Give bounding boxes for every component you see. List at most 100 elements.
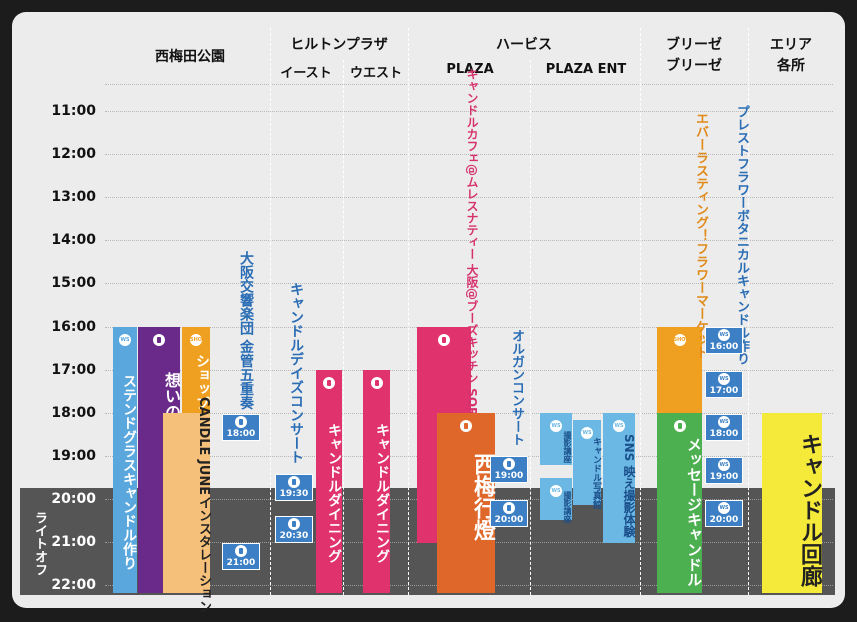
event-text: 撮影: [563, 431, 572, 447]
event-label: キャンドルカフェ @ムレスナティー 大阪 @ブーズキッチン SORA: [410, 68, 479, 426]
time-badge: WS 18:00: [705, 414, 743, 441]
time-label: 22:00: [51, 577, 96, 594]
event-label: キャンドル 写真館: [573, 437, 601, 509]
time-badge: WS 19:00: [705, 457, 743, 484]
event-label: 西梅行燈: [437, 442, 495, 552]
time-badge: 18:00: [222, 414, 260, 441]
time-label: 13:00: [51, 189, 96, 206]
time-line: [105, 283, 833, 285]
event-text: SNS 映え撮影体験: [622, 434, 636, 538]
event-text: キャンドルダイニング: [374, 422, 390, 563]
time-label: 19:00: [51, 447, 96, 464]
icon: WS: [718, 373, 730, 385]
event-bar: [657, 413, 702, 593]
venue-name: 各所: [777, 58, 805, 74]
icon: SHOP: [673, 334, 689, 346]
icon: WS: [550, 420, 562, 432]
event-bar: [363, 370, 390, 593]
event-text: オルガンコンサート: [509, 329, 524, 446]
event-label: キャンドルダイニング: [363, 395, 390, 590]
time-label: 11:00: [51, 103, 96, 119]
event-bar: SHOP: [657, 327, 702, 413]
time-badge: 19:30: [275, 474, 313, 501]
venue-name: ハービス: [496, 37, 552, 53]
time-line: [105, 240, 833, 242]
badge-time: 21:00: [226, 558, 256, 568]
event-text: ショップ: [194, 354, 210, 410]
icon: WS: [550, 485, 562, 497]
event-text: インスタレーション: [196, 495, 211, 613]
time-label: 17:00: [51, 361, 96, 378]
badge-time: 20:30: [279, 531, 309, 541]
badge-time: 18:00: [226, 429, 256, 439]
icon: [288, 476, 300, 488]
event-bar: SHOP: [182, 327, 210, 413]
venue-sub: PLAZA: [446, 62, 494, 77]
column-divider: [640, 28, 641, 595]
badge-time: 19:00: [709, 472, 739, 482]
time-badge: WS 16:00: [705, 327, 743, 354]
column-divider: [748, 28, 749, 595]
time-label: 14:00: [51, 232, 96, 249]
time-line: [105, 111, 833, 112]
badge-time: 19:00: [494, 471, 524, 481]
column-divider: [343, 60, 344, 595]
header-line: [105, 84, 833, 85]
time-label: 16:00: [51, 318, 96, 335]
event-text: メッセージキャンドル: [685, 437, 703, 587]
event-text: ボタニカルキャンドル作り: [734, 209, 749, 365]
event-label: 撮影 講座: [540, 430, 572, 464]
icon: SHOP: [190, 334, 206, 346]
venue-name: 西梅田公園: [155, 49, 225, 65]
time-badge: WS 20:00: [705, 500, 743, 527]
icon: [153, 334, 165, 346]
venue-sub: PLAZA ENT: [545, 62, 627, 77]
event-label: キャンドルダイニング: [316, 395, 342, 590]
event-bar: [163, 413, 210, 593]
event-text: プレストフラワー: [734, 105, 749, 209]
event-label: エバーラスティング！ フラワーマーケット: [653, 112, 708, 359]
column-divider: [408, 28, 409, 595]
event-text: 撮影: [563, 491, 572, 507]
icon: WS: [119, 334, 131, 346]
event-bar: WS: [573, 420, 601, 505]
event-text: キャンドルデイズコンサート: [288, 282, 304, 464]
badge-time: 17:00: [709, 386, 739, 396]
column-divider: [270, 28, 271, 595]
time-badge: 20:00: [490, 500, 528, 527]
icon: WS: [581, 427, 593, 439]
event-bar: WS: [540, 478, 572, 520]
event-bar: WS: [113, 327, 137, 593]
icon: [503, 502, 515, 514]
event-label: キャンドル回廊: [762, 430, 822, 590]
column-divider: [530, 60, 531, 595]
event-label: キャンドルデイズコンサート: [278, 278, 304, 468]
icon: [323, 377, 335, 389]
icon: WS: [718, 416, 730, 428]
badge-time: 16:00: [709, 342, 739, 352]
time-label: 15:00: [51, 275, 96, 292]
event-text: @ブーズキッチン SORA: [465, 288, 479, 426]
venue-name: ブリーゼ: [666, 37, 722, 53]
event-text: キャンドルカフェ: [465, 68, 479, 165]
event-text: エバーラスティング！: [693, 111, 708, 242]
venue-name: ブリーゼ: [666, 58, 722, 74]
icon: [673, 420, 686, 432]
event-text: 講座: [563, 447, 572, 463]
badge-time: 20:00: [709, 515, 739, 525]
event-label: ショップ: [182, 352, 210, 412]
event-label: メッセージキャンドル: [657, 432, 703, 592]
icon: WS: [718, 329, 730, 341]
time-line: [105, 154, 833, 156]
event-text: フラワーマーケット: [693, 241, 708, 359]
event-bar: [316, 370, 342, 593]
event-bar: [762, 413, 822, 593]
time-label: 12:00: [51, 146, 96, 163]
event-text: @ムレスナティー 大阪: [465, 164, 479, 289]
event-bar: WS: [603, 413, 635, 543]
venue-name: ヒルトンプラザ: [290, 37, 388, 53]
event-text: キャンドル: [591, 437, 601, 482]
badge-time: 19:30: [279, 489, 309, 499]
time-badge: 20:30: [275, 516, 313, 543]
icon: [235, 545, 247, 557]
